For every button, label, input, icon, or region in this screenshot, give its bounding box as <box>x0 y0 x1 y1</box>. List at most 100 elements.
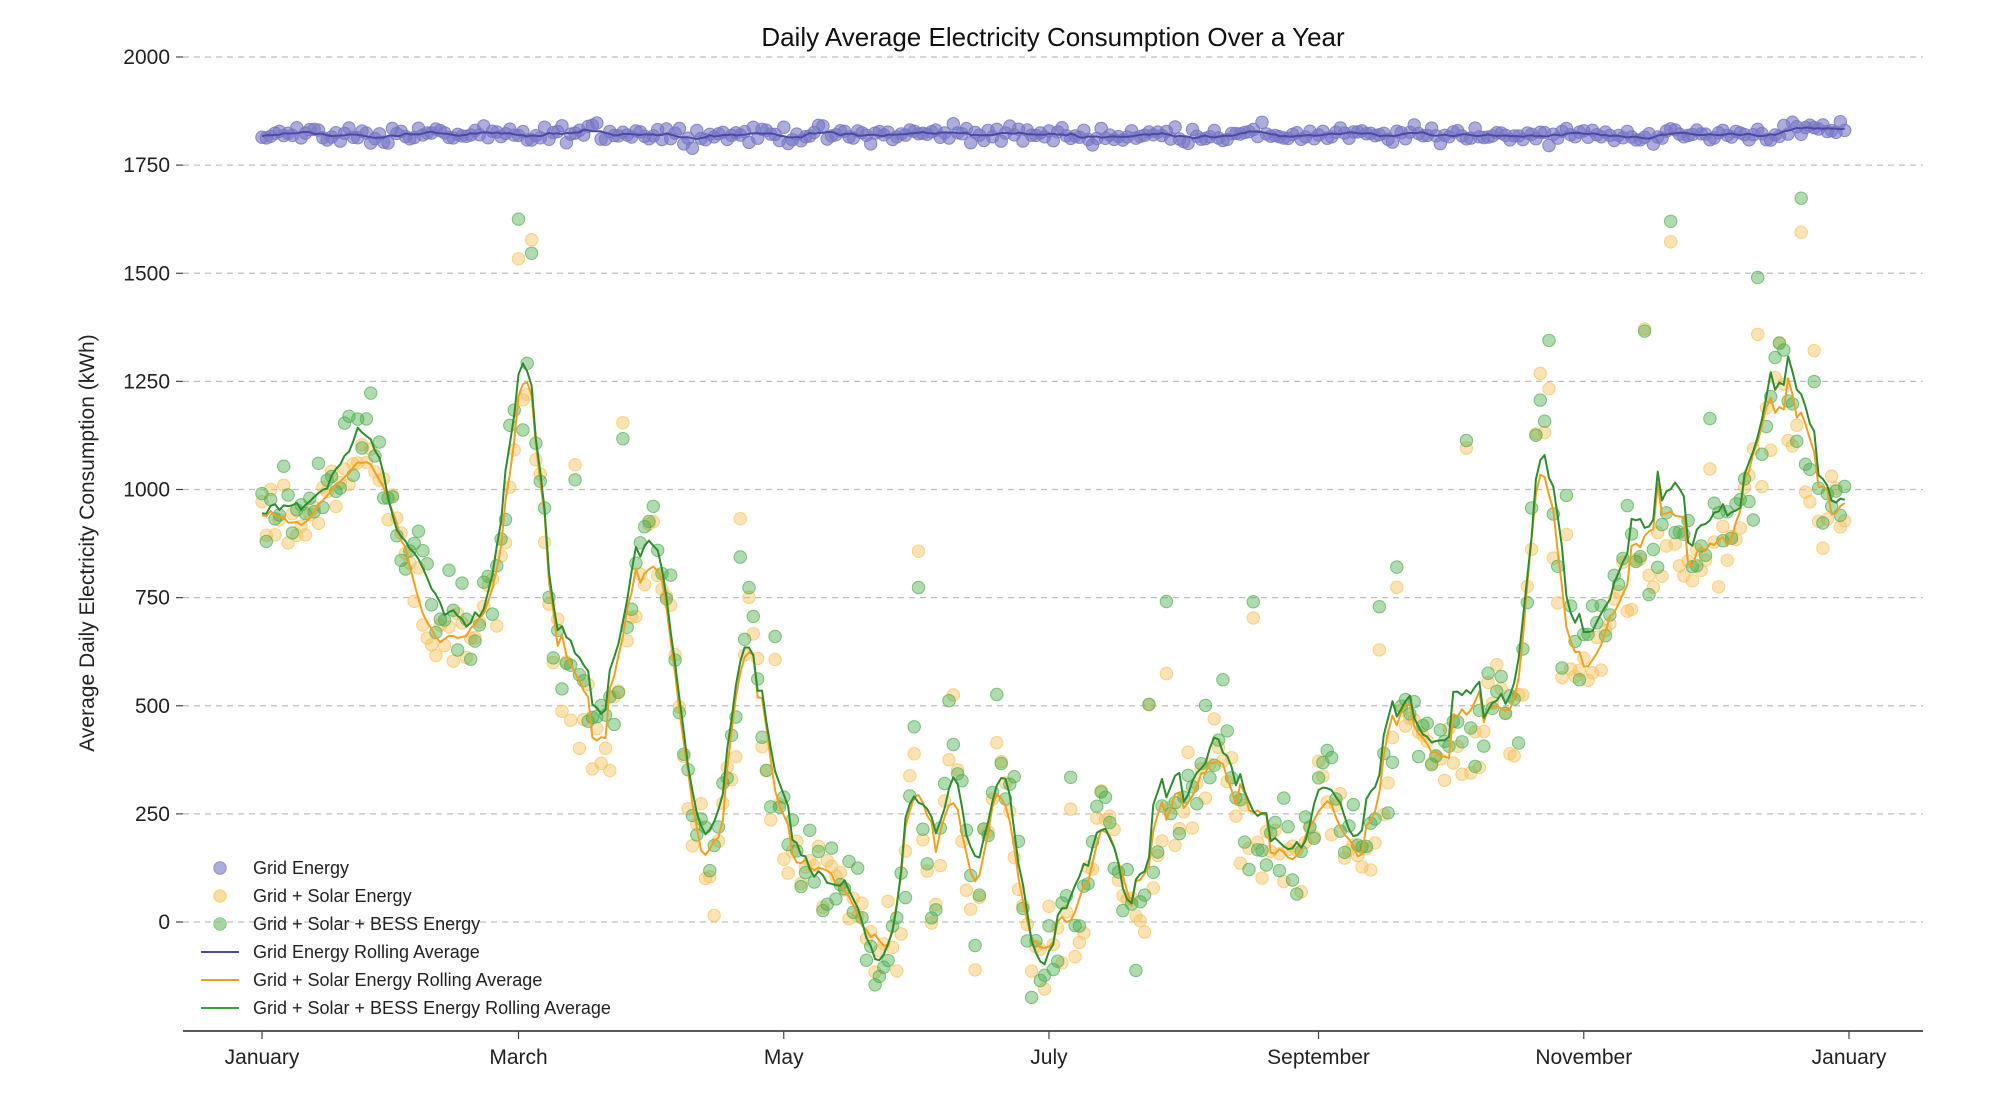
scatter-point <box>1585 666 1600 680</box>
scatter-point <box>1268 815 1282 830</box>
scatter-point <box>672 121 687 136</box>
scatter-point <box>924 916 939 930</box>
scatter-point <box>1838 123 1852 138</box>
scatter-point <box>1655 517 1669 532</box>
scatter-point <box>485 607 500 621</box>
scatter-point <box>303 491 317 505</box>
scatter-point <box>398 562 413 576</box>
scatter-point <box>907 720 921 734</box>
y-axis-label: Average Daily Electricity Consumption (k… <box>76 334 99 751</box>
scatter-point <box>637 520 652 534</box>
y-tick-label-1000: 1000 <box>123 479 170 502</box>
scatter-point <box>1546 551 1561 565</box>
scatter-point <box>811 844 826 859</box>
scatter-point <box>1324 828 1339 842</box>
scatter-point <box>1794 225 1808 239</box>
scatter-point <box>529 453 543 467</box>
scatter-point <box>511 252 526 266</box>
scatter-point <box>729 750 743 764</box>
scatter-point <box>411 524 426 538</box>
legend-label-4: Grid + Solar Energy Rolling Average <box>253 970 542 990</box>
scatter-point <box>259 534 273 549</box>
scatter-point <box>451 643 465 657</box>
scatter-point <box>346 457 360 471</box>
scatter-point <box>1042 899 1056 913</box>
scatter-point <box>1346 797 1361 812</box>
scatter-point <box>1824 469 1839 483</box>
scatter-point <box>603 763 617 778</box>
scatter-point <box>1307 831 1321 846</box>
scatter-point <box>868 978 882 992</box>
scatter-point <box>568 458 582 472</box>
scatter-point <box>1481 666 1495 680</box>
scatter-point <box>1651 525 1665 540</box>
scatter-point <box>1559 488 1574 503</box>
scatter-point <box>1424 757 1439 772</box>
chart-title: Daily Average Electricity Consumption Ov… <box>761 22 1345 52</box>
scatter-point <box>1651 560 1665 574</box>
scatter-point <box>429 648 443 663</box>
scatter-point <box>1572 663 1587 677</box>
scatter-point <box>859 953 874 967</box>
scatter-point <box>894 927 908 941</box>
scatter-point <box>920 857 934 871</box>
scatter-point <box>1159 666 1174 681</box>
scatter-point <box>572 741 587 756</box>
scatter-point <box>468 634 482 648</box>
x-tick-label-6: January <box>1812 1046 1887 1069</box>
scatter-point <box>1107 822 1121 837</box>
scatter-point <box>1664 214 1678 229</box>
scatter-point <box>564 713 578 727</box>
scatter-point <box>964 902 978 916</box>
scatter-point <box>1129 963 1143 978</box>
scatter-point <box>1372 643 1387 657</box>
scatter-point <box>1798 457 1813 471</box>
scatter-point <box>1246 595 1261 609</box>
scatter-point <box>1711 580 1726 594</box>
scatter-point <box>516 423 530 437</box>
scatter-point <box>877 960 891 974</box>
scatter-point <box>616 416 630 430</box>
scatter-point <box>1133 895 1148 909</box>
scatter-point <box>277 478 291 492</box>
scatter-point <box>1777 343 1791 357</box>
y-tick-label-1500: 1500 <box>123 262 170 285</box>
scatter-point <box>664 568 678 582</box>
scatter-point <box>546 655 560 670</box>
scatter-point <box>1229 809 1243 823</box>
scatter-point <box>590 116 604 130</box>
scatter-point <box>1324 750 1339 765</box>
scatter-point <box>568 473 582 487</box>
scatter-point <box>777 120 791 134</box>
legend-label-2: Grid + Solar + BESS Energy <box>253 914 480 934</box>
scatter-point <box>1477 724 1491 739</box>
x-tick-label-1: March <box>489 1046 547 1069</box>
scatter-point <box>407 536 421 551</box>
scatter-point <box>616 432 630 446</box>
scatter-point <box>1494 669 1508 684</box>
scatter-point <box>524 246 539 261</box>
scatter-point <box>929 903 943 917</box>
scatter-point <box>1772 336 1787 350</box>
scatter-point <box>511 212 526 226</box>
scatter-point <box>1790 418 1804 432</box>
scatter-point <box>1090 799 1104 813</box>
scatter-point <box>1142 697 1156 711</box>
axes: 0 250 500 750 1000 1250 1500 1750 2000 January Mar… <box>123 46 1923 1069</box>
scatter-point <box>1311 771 1326 785</box>
scatter-point <box>1064 770 1078 784</box>
scatter-point <box>1203 771 1217 785</box>
scatter-point <box>416 544 430 558</box>
scatter-series-0 <box>255 115 1852 155</box>
scatter-point <box>911 580 926 595</box>
scatter-point <box>1355 860 1369 874</box>
scatter-point <box>1551 596 1565 610</box>
scatter-point <box>1168 838 1182 853</box>
scatter-point <box>1790 434 1804 448</box>
scatter-point <box>829 892 843 906</box>
scatter-point <box>1555 670 1569 685</box>
scatter-point <box>781 866 795 880</box>
scatter-point <box>1072 919 1087 933</box>
